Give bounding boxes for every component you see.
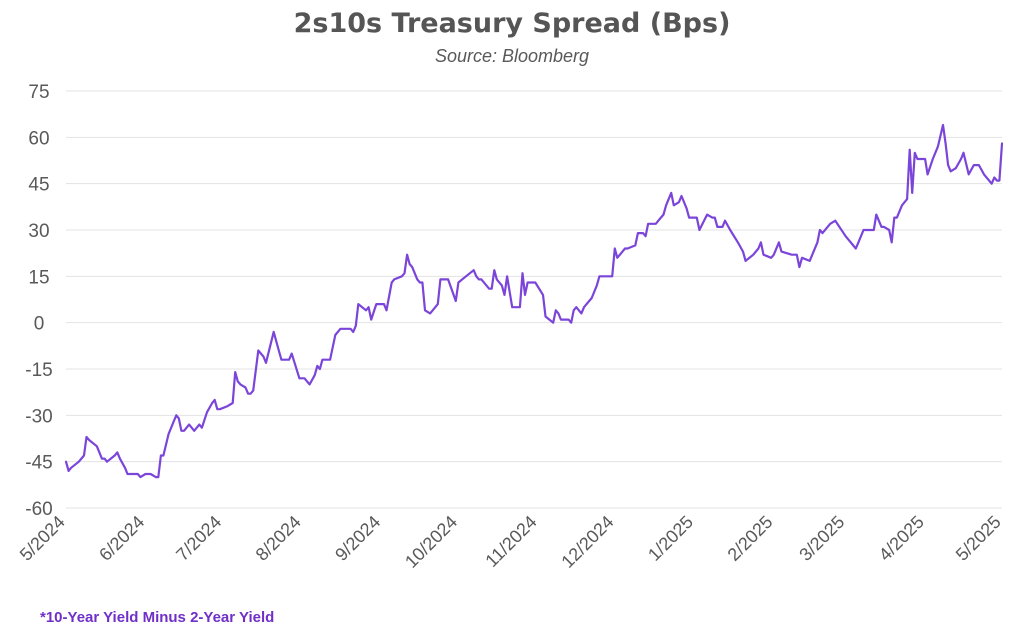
footnote: *10-Year Yield Minus 2-Year Yield <box>40 609 275 626</box>
y-tick-label: 30 <box>28 221 49 242</box>
x-tick-label: 4/2025 <box>875 512 928 565</box>
x-tick-label: 5/2025 <box>952 512 1005 565</box>
chart-subtitle: Source: Bloomberg <box>434 46 590 66</box>
x-tick-label: 7/2024 <box>172 512 225 565</box>
x-tick-label: 9/2024 <box>331 512 384 565</box>
y-tick-label: -30 <box>25 406 52 427</box>
y-tick-label: -60 <box>25 499 52 520</box>
x-tick-label: 6/2024 <box>95 512 148 565</box>
gridlines <box>66 90 1002 509</box>
y-tick-label: 0 <box>34 314 45 335</box>
series-line <box>64 123 1004 479</box>
x-tick-label: 2/2025 <box>724 512 777 565</box>
x-tick-label: 10/2024 <box>401 512 461 572</box>
x-tick-label: 11/2024 <box>481 512 540 571</box>
y-tick-label: -45 <box>25 453 52 474</box>
series-group <box>64 123 1004 479</box>
x-tick-label: 3/2025 <box>795 512 848 565</box>
y-tick-label: 45 <box>28 175 49 196</box>
y-tick-label: 75 <box>28 82 49 103</box>
x-tick-label: 12/2024 <box>557 512 617 572</box>
y-tick-label: 60 <box>28 128 49 149</box>
y-tick-label: 15 <box>28 267 49 288</box>
y-tick-label: -15 <box>25 360 52 381</box>
x-tick-label: 1/2025 <box>644 512 697 565</box>
x-tick-label: 8/2024 <box>252 512 305 565</box>
chart-title: 2s10s Treasury Spread (Bps) <box>293 8 731 39</box>
x-axis-ticks: 5/2024 6/2024 7/2024 8/2024 9/2024 10/2024 11/… <box>16 512 1005 572</box>
y-axis-ticks: 75 60 45 30 15 0 -15 -30 -45 -60 <box>25 82 52 520</box>
